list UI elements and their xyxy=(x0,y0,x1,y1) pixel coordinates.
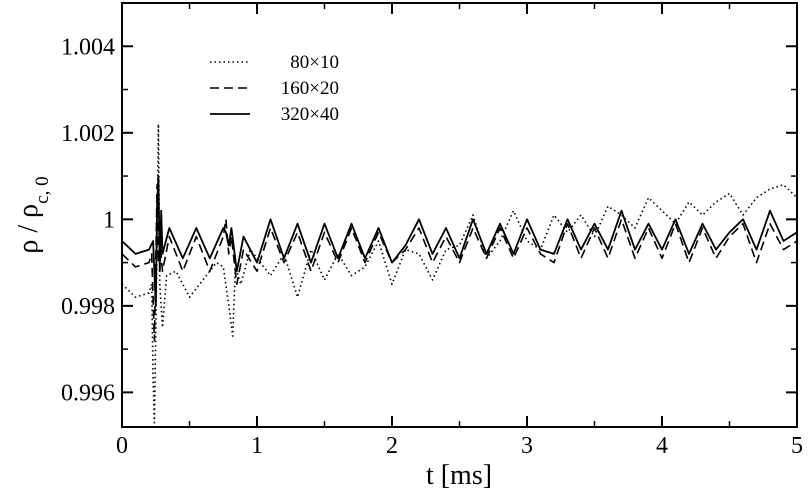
x-tick-label: 2 xyxy=(386,433,398,459)
y-axis-title-main: ρ / ρ xyxy=(13,204,44,254)
series-lines xyxy=(121,123,798,424)
y-tick-label: 1.002 xyxy=(61,121,115,147)
x-tick-label: 3 xyxy=(521,433,533,459)
y-tick-label: 0.998 xyxy=(61,294,115,320)
legend-label: 160×20 xyxy=(281,78,339,99)
legend-label: 320×40 xyxy=(281,104,339,125)
series-line-dashed xyxy=(121,183,798,342)
x-tick-label: 1 xyxy=(251,433,263,459)
plot-frame xyxy=(121,2,798,428)
y-axis-title: ρ / ρc, 0 xyxy=(13,176,53,253)
series-line-dotted xyxy=(121,123,798,424)
series-line-solid xyxy=(121,175,798,307)
y-tick-label: 1 xyxy=(103,207,115,233)
legend: 80×10 160×20 320×40 xyxy=(210,52,339,125)
y-axis-title-sub: c, 0 xyxy=(32,176,53,203)
x-tick-label: 5 xyxy=(791,433,803,459)
x-axis-title: t [ms] xyxy=(426,460,492,491)
legend-label: 80×10 xyxy=(290,52,339,73)
ticks xyxy=(121,2,798,427)
x-tick-label: 0 xyxy=(116,433,128,459)
y-tick-label: 0.996 xyxy=(61,380,115,406)
x-tick-label: 4 xyxy=(656,433,668,459)
tick-labels: 0 1 2 3 4 5 0.996 0.998 1 1.002 1.004 xyxy=(61,34,803,459)
y-tick-label: 1.004 xyxy=(61,34,115,60)
